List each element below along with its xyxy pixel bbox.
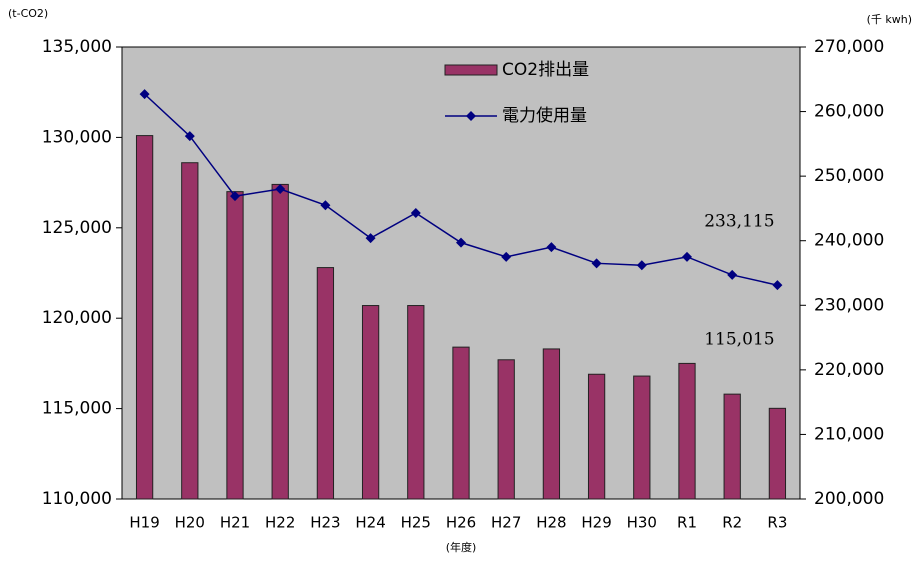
marker: [636, 260, 647, 271]
marker: [546, 242, 557, 253]
x-tick-label: H23: [310, 514, 340, 532]
bar: [768, 407, 787, 500]
bar: [407, 305, 425, 500]
marker: [682, 251, 692, 262]
legend-label: 電力使用量: [502, 105, 587, 126]
x-tick-label: H27: [491, 514, 521, 532]
marker: [410, 207, 421, 218]
x-tick-label: H20: [175, 514, 205, 532]
x-tick-label: H29: [581, 514, 611, 532]
y2-tick-label: 220,000: [814, 360, 884, 380]
x-tick-label: H25: [401, 514, 431, 532]
x-axis-unit: (年度): [446, 540, 477, 554]
y2-tick-label: 250,000: [814, 166, 884, 186]
marker: [591, 258, 602, 269]
marker: [139, 89, 150, 100]
x-tick-label: R2: [722, 514, 742, 532]
x-tick-label: H24: [355, 514, 385, 532]
y-tick-label: 125,000: [42, 218, 112, 238]
bar: [135, 135, 154, 500]
y-axis-unit: (t-CO2): [8, 7, 48, 20]
marker: [727, 269, 738, 280]
bar: [181, 162, 199, 500]
y2-tick-label: 230,000: [814, 295, 884, 315]
bar: [678, 362, 696, 500]
marker: [184, 131, 195, 142]
legend-label: CO2排出量: [502, 60, 589, 80]
bar: [452, 346, 470, 500]
x-tick-label: H19: [129, 514, 159, 532]
bar: [723, 393, 741, 500]
bar: [587, 373, 606, 500]
x-tick-label: H28: [536, 514, 566, 532]
marker: [456, 237, 466, 248]
bar: [316, 267, 335, 500]
y-tick-label: 110,000: [42, 489, 112, 509]
bar: [497, 359, 515, 500]
marker: [365, 233, 376, 244]
x-tick-label: H21: [220, 514, 250, 532]
bar: [361, 305, 380, 500]
x-tick-label: R1: [677, 514, 697, 532]
x-tick-label: R3: [767, 514, 787, 532]
y2-tick-label: 240,000: [814, 231, 884, 251]
y2-tick-label: 270,000: [814, 37, 884, 57]
y-tick-label: 130,000: [42, 127, 112, 147]
y-tick-label: 135,000: [42, 37, 112, 57]
x-tick-label: H22: [265, 514, 295, 532]
y2-tick-label: 200,000: [814, 489, 884, 509]
x-tick-label: H26: [446, 514, 476, 532]
marker: [275, 184, 286, 195]
y-tick-label: 115,000: [42, 399, 112, 419]
bar: [271, 183, 289, 500]
marker: [320, 200, 331, 211]
bar: [542, 348, 561, 500]
marker: [501, 251, 512, 262]
bar: [633, 375, 651, 500]
value-label: 233,115: [704, 212, 774, 232]
y2-tick-label: 260,000: [814, 102, 884, 122]
legend-marker: [466, 111, 476, 121]
x-tick-label: H30: [627, 514, 657, 532]
bar: [226, 191, 244, 500]
legend-swatch: [444, 64, 498, 76]
y2-axis-unit: (千 kwh): [867, 13, 912, 26]
y-tick-label: 120,000: [42, 308, 112, 328]
marker: [772, 280, 783, 291]
value-label: 115,015: [704, 330, 774, 350]
y2-tick-label: 210,000: [814, 424, 884, 444]
marker: [230, 191, 240, 202]
